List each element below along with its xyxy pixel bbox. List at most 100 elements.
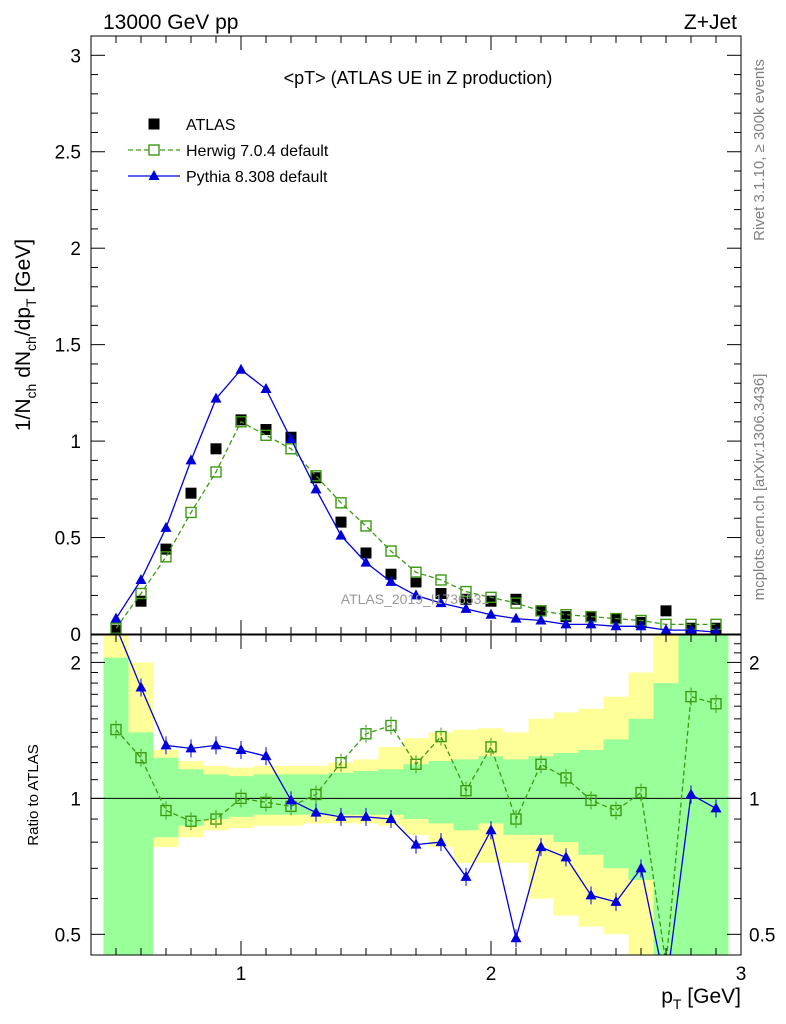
legend-label: Herwig 7.0.4 default xyxy=(186,143,329,160)
ratio-y-tick-label: 0.5 xyxy=(55,925,81,946)
herwig-point xyxy=(360,520,372,532)
mcplots-label: mcplots.cern.ch [arXiv:1306.3436] xyxy=(751,374,768,601)
ratio-herwig-point xyxy=(635,786,647,799)
legend-label: ATLAS xyxy=(186,117,236,134)
main-panel: 0 0.5 1 1.5 2 2.5 3 ATLAS_2019_I1736531 <pT> (… xyxy=(12,35,742,646)
pythia-point xyxy=(385,575,397,586)
data-point xyxy=(535,605,547,617)
data-point xyxy=(185,487,197,499)
pythia-point xyxy=(285,433,297,444)
data-point xyxy=(460,593,472,605)
series-line xyxy=(115,420,716,629)
ratio-herwig-point xyxy=(385,719,397,732)
ratio-herwig-point xyxy=(235,792,247,805)
herwig-point xyxy=(210,466,222,478)
ratio-y-tick-label-right: 2 xyxy=(749,653,760,674)
pythia-point xyxy=(360,556,372,567)
ratio-herwig-point xyxy=(135,752,147,764)
herwig-point xyxy=(185,506,197,519)
ratio-pythia-point xyxy=(510,932,522,943)
main-frame xyxy=(90,35,742,635)
ratio-pythia-point xyxy=(460,870,472,881)
pythia-point xyxy=(460,602,472,613)
ratio-y-label: Ratio to ATLAS xyxy=(25,744,42,845)
pythia-point xyxy=(160,521,172,532)
data-point xyxy=(660,605,672,617)
rivet-label: Rivet 3.1.10, ≥ 300k events xyxy=(751,59,768,241)
y-tick-label: 0 xyxy=(70,625,81,646)
ratio-panel: 0.5 0.5 1 1 2 2 Ratio to ATLAS xyxy=(25,634,775,956)
pythia-point xyxy=(410,589,422,600)
herwig-point xyxy=(535,605,547,617)
x-tick-label: 2 xyxy=(486,964,497,985)
data-point xyxy=(210,443,222,455)
ratio-herwig-point xyxy=(510,813,522,825)
data-point xyxy=(560,611,572,623)
pythia-point xyxy=(335,529,347,540)
legend-marker-herwig xyxy=(148,144,160,156)
pythia-point xyxy=(110,612,122,623)
herwig-point xyxy=(385,545,397,557)
x-tick-label: 3 xyxy=(736,964,747,985)
ratio-pythia-point xyxy=(435,836,447,847)
ratio-pythia-point xyxy=(285,794,297,805)
ratio-pythia-point xyxy=(710,802,722,813)
ratio-herwig-point xyxy=(485,741,497,753)
main-y-label: 1/Nch dNch/dpT [GeV] xyxy=(12,239,39,431)
ratio-pythia-point xyxy=(560,851,572,862)
ratio-pythia-point xyxy=(685,788,697,799)
data-point xyxy=(360,547,372,559)
legend-label: Pythia 8.308 default xyxy=(186,169,328,186)
herwig-point xyxy=(560,609,572,621)
data-point xyxy=(510,593,522,605)
herwig-point xyxy=(335,497,347,509)
ratio-pythia-point xyxy=(260,750,272,761)
data-point xyxy=(435,587,447,599)
pythia-point xyxy=(185,454,197,465)
ratio-pythia-point xyxy=(360,810,372,821)
herwig-point xyxy=(235,416,247,428)
pythia-point xyxy=(711,626,721,634)
pythia-point xyxy=(310,483,322,494)
ratio-y-tick-label-right: 0.5 xyxy=(749,925,775,946)
ratio-pythia-point xyxy=(210,739,222,750)
ratio-pythia-point xyxy=(335,810,347,821)
herwig-point xyxy=(460,585,472,598)
x-axis-title: pT [GeV] xyxy=(661,985,741,1012)
y-tick-label: 1 xyxy=(70,432,81,453)
ratio-pythia-point xyxy=(485,824,497,835)
ratio-y-tick-label: 2 xyxy=(70,653,81,674)
ratio-pythia-point xyxy=(160,739,172,750)
ratio-frame xyxy=(90,634,742,956)
ratio-bands xyxy=(103,635,729,955)
herwig-point xyxy=(410,566,422,578)
herwig-point xyxy=(310,470,322,482)
data-point xyxy=(410,576,422,588)
y-tick-label: 2 xyxy=(70,239,81,260)
herwig-point xyxy=(435,574,447,586)
data-point xyxy=(335,516,347,528)
ratio-series xyxy=(110,635,722,955)
ratio-herwig-point xyxy=(360,728,372,740)
ratio-herwig-point xyxy=(685,690,697,703)
pythia-point xyxy=(135,573,147,584)
pythia-point xyxy=(585,618,597,629)
pythia-point xyxy=(535,614,547,625)
pythia-point xyxy=(560,618,572,629)
herwig-point xyxy=(110,622,122,634)
y-tick-label: 3 xyxy=(70,46,81,67)
ratio-herwig-point xyxy=(610,804,622,817)
pythia-point xyxy=(510,612,522,623)
pythia-point xyxy=(235,363,247,374)
ratio-herwig-point xyxy=(460,784,472,797)
ratio-pythia-point xyxy=(585,889,597,900)
ratio-y-tick-label: 1 xyxy=(70,789,81,810)
legend-marker-pythia xyxy=(148,170,160,180)
ratio-herwig-point xyxy=(535,758,547,770)
data-point xyxy=(135,595,147,607)
ratio-herwig-point xyxy=(410,758,422,770)
data-point xyxy=(310,472,322,484)
y-tick-label: 1.5 xyxy=(55,336,81,357)
pythia-point xyxy=(485,608,497,619)
